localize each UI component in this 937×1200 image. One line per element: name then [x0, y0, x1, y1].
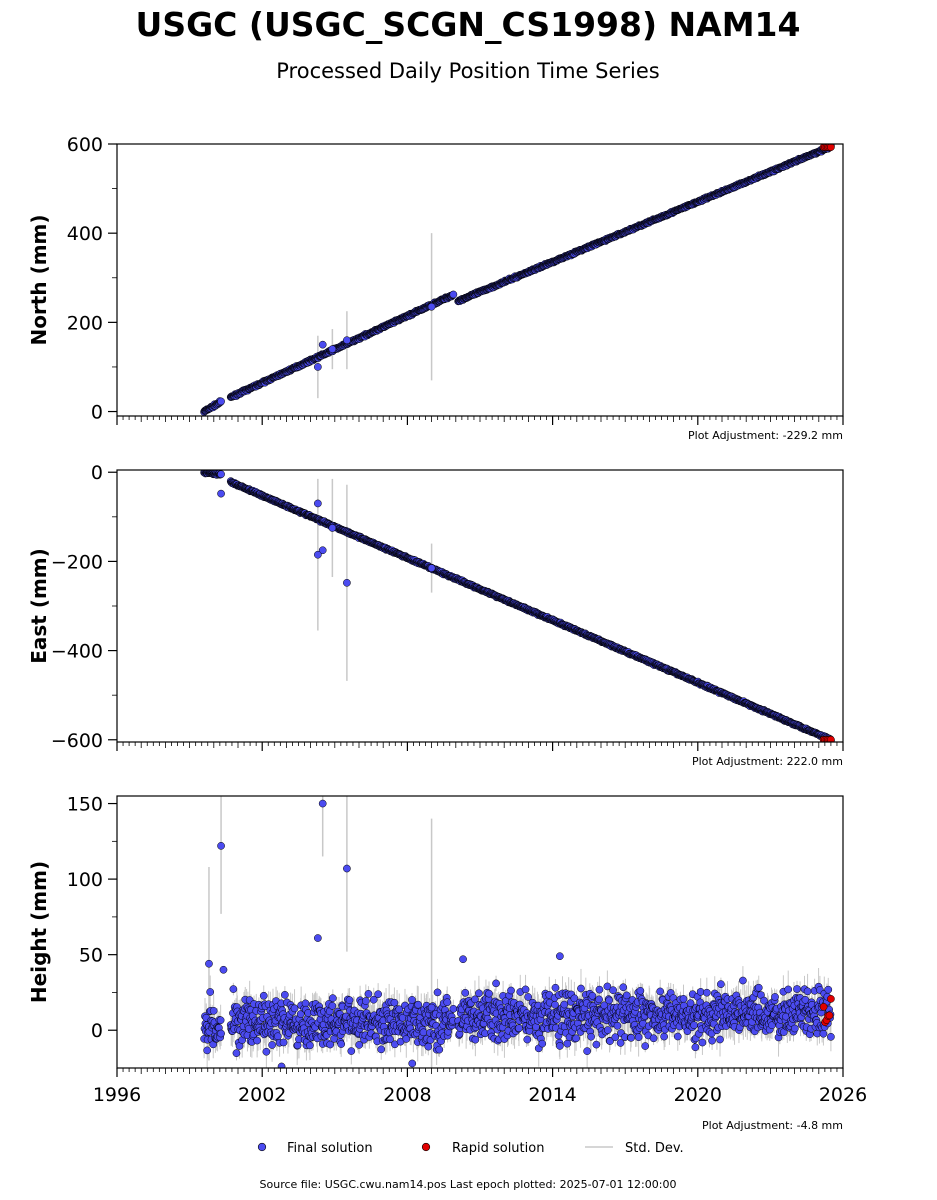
final-point — [206, 988, 215, 996]
final-point — [326, 1040, 335, 1049]
final-point — [296, 1010, 305, 1018]
rapid-point — [827, 144, 835, 151]
y-axis-label: North (mm) — [27, 214, 51, 345]
final-point — [347, 1047, 356, 1055]
y-tick-label: 400 — [67, 223, 103, 245]
north-plot-area — [200, 144, 835, 416]
outlier-point — [217, 489, 225, 498]
final-point — [259, 991, 268, 1000]
chart-subtitle: Processed Daily Position Time Series — [276, 59, 660, 83]
plot-adjustment: Plot Adjustment: -229.2 mm — [688, 429, 843, 442]
y-axis-label: East (mm) — [27, 548, 51, 664]
north-panel: 0 200 400 600 North (mm) Plot Adjustment: -22… — [27, 134, 844, 442]
final-point — [217, 470, 225, 479]
east-rapid-points — [819, 735, 835, 742]
north-rapid-points — [819, 144, 835, 151]
height-plot-area — [200, 796, 835, 1068]
east-panel: 0 −200 −400 −600 East (mm) Plot Adjustment: 2… — [27, 462, 844, 768]
y-tick-label: −200 — [51, 551, 103, 573]
outlier-point — [328, 345, 337, 353]
final-point — [229, 985, 238, 993]
y-tick-label: 0 — [91, 402, 103, 424]
outlier-point — [427, 302, 436, 311]
east-final-points — [200, 470, 835, 742]
east-std-dev-bars — [317, 478, 433, 681]
final-point — [203, 1046, 212, 1055]
final-point — [408, 996, 416, 1004]
y-tick-label: 0 — [91, 462, 103, 484]
final-point — [279, 1038, 288, 1047]
final-point — [306, 1041, 314, 1050]
final-point — [355, 1041, 364, 1049]
north-final-points — [200, 144, 835, 416]
final-point — [216, 1016, 225, 1025]
final-point — [328, 1002, 337, 1010]
outlier-point — [343, 578, 351, 587]
height-panel: 1996 2002 2008 2014 2020 2026050100150Height … — [27, 794, 867, 1132]
plot-adjustment: Plot Adjustment: 222.0 mm — [692, 755, 843, 768]
final-point — [449, 290, 458, 299]
final-point — [374, 990, 382, 999]
final-point — [253, 1036, 261, 1045]
rapid-point — [827, 735, 835, 742]
east-plot-area — [200, 470, 835, 742]
final-point — [217, 1029, 225, 1038]
height-final-points — [200, 799, 835, 1068]
final-point — [262, 1047, 271, 1056]
final-point — [281, 990, 289, 999]
y-tick-label: 600 — [67, 134, 103, 156]
final-point — [390, 998, 399, 1007]
outlier-point — [427, 564, 436, 572]
y-tick-label: −400 — [51, 641, 103, 663]
final-point — [290, 1004, 299, 1013]
final-point — [345, 996, 354, 1004]
outlier-point — [314, 363, 322, 371]
final-point — [209, 1007, 218, 1015]
final-point — [268, 1041, 276, 1049]
outlier-point — [343, 336, 351, 345]
outlier-point — [318, 340, 327, 349]
final-point — [328, 994, 337, 1002]
final-point — [414, 1000, 423, 1009]
final-point — [402, 1035, 411, 1043]
outlier-point — [328, 524, 337, 532]
final-point — [273, 1032, 282, 1041]
final-point — [364, 990, 373, 998]
final-point — [337, 1040, 346, 1048]
final-point — [361, 997, 370, 1005]
outlier-point — [314, 499, 322, 508]
final-point — [386, 1035, 394, 1044]
y-tick-label: 200 — [67, 312, 103, 334]
final-point — [232, 1049, 241, 1058]
final-point — [217, 397, 225, 406]
final-point — [377, 1045, 386, 1054]
outlier-point — [314, 550, 322, 559]
chart-title: USGC (USGC_SCGN_CS1998) NAM14 — [136, 5, 801, 44]
outlier-point — [318, 546, 327, 555]
y-tick-label: −600 — [51, 730, 103, 752]
final-point — [395, 1005, 404, 1014]
final-point — [369, 995, 378, 1004]
